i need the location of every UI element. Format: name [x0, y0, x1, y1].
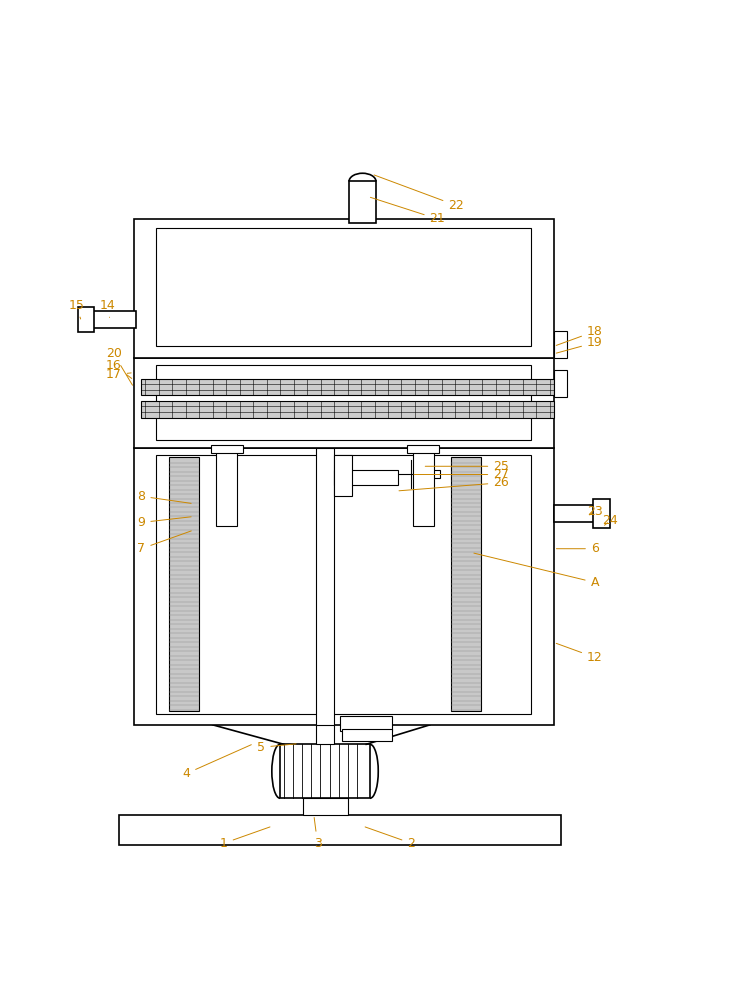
- Bar: [553, 505, 595, 522]
- Text: 21: 21: [371, 197, 445, 225]
- Text: 15: 15: [68, 299, 84, 319]
- Ellipse shape: [174, 519, 194, 548]
- Ellipse shape: [456, 478, 476, 507]
- Text: 23: 23: [587, 505, 602, 518]
- Bar: [156, 228, 531, 346]
- Text: 7: 7: [137, 531, 191, 555]
- Bar: [334, 470, 398, 485]
- Bar: [156, 365, 531, 440]
- Ellipse shape: [397, 460, 426, 488]
- Text: 26: 26: [399, 476, 509, 491]
- Ellipse shape: [456, 564, 476, 593]
- Bar: [408, 445, 439, 453]
- Bar: [341, 729, 393, 741]
- Bar: [141, 379, 553, 395]
- Text: 27: 27: [414, 468, 509, 481]
- Bar: [553, 370, 567, 397]
- Text: 5: 5: [257, 741, 296, 754]
- Bar: [93, 311, 136, 328]
- Ellipse shape: [174, 613, 194, 642]
- Ellipse shape: [174, 660, 194, 688]
- Ellipse shape: [174, 564, 194, 593]
- Bar: [553, 331, 567, 358]
- Bar: [134, 358, 553, 448]
- Text: 22: 22: [374, 175, 464, 212]
- Text: 6: 6: [556, 542, 599, 555]
- Bar: [211, 445, 242, 453]
- Bar: [78, 307, 94, 332]
- Text: 1: 1: [220, 827, 270, 850]
- Text: 25: 25: [425, 460, 509, 473]
- Bar: [316, 722, 334, 744]
- Bar: [334, 455, 352, 496]
- Ellipse shape: [174, 478, 194, 507]
- Text: 17: 17: [106, 368, 131, 381]
- Ellipse shape: [456, 660, 476, 688]
- Text: 24: 24: [602, 514, 618, 527]
- Bar: [424, 470, 440, 478]
- Text: 3: 3: [313, 818, 322, 850]
- Bar: [451, 457, 481, 711]
- Text: 9: 9: [137, 516, 191, 529]
- Text: 16: 16: [106, 359, 131, 378]
- Text: 2: 2: [365, 827, 415, 850]
- Bar: [316, 448, 334, 725]
- Bar: [280, 744, 370, 798]
- Bar: [134, 448, 553, 725]
- Ellipse shape: [456, 613, 476, 642]
- Bar: [141, 401, 553, 418]
- Bar: [349, 181, 376, 223]
- Ellipse shape: [456, 519, 476, 548]
- Bar: [303, 798, 347, 815]
- Text: 14: 14: [100, 299, 116, 317]
- Bar: [169, 457, 199, 711]
- Bar: [156, 455, 531, 714]
- Text: 18: 18: [556, 325, 602, 345]
- Text: 20: 20: [106, 347, 132, 385]
- Bar: [217, 448, 237, 526]
- Text: A: A: [474, 553, 599, 589]
- Bar: [119, 815, 561, 845]
- Bar: [593, 499, 610, 528]
- Bar: [134, 219, 553, 358]
- Text: 8: 8: [137, 490, 191, 503]
- Text: 19: 19: [556, 336, 602, 353]
- Bar: [340, 716, 393, 731]
- Text: 4: 4: [183, 745, 251, 780]
- Text: 12: 12: [556, 643, 602, 664]
- Bar: [413, 448, 433, 526]
